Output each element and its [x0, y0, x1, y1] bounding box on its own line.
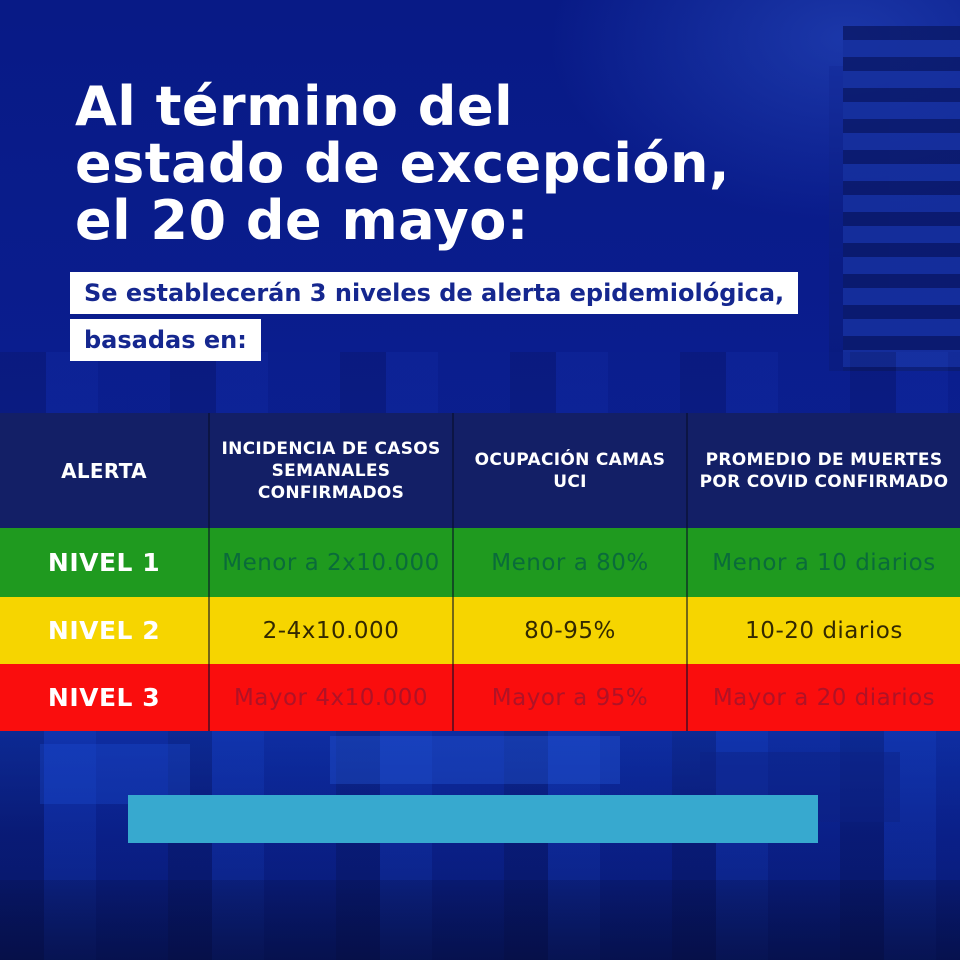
table-row-nivel-1: NIVEL 1 Menor a 2x10.000 Menor a 80% Men…	[0, 528, 960, 597]
column-header-ocupacion-uci: OCUPACIÓN CAMAS UCI	[452, 413, 686, 528]
icu-occupancy-value: Menor a 80%	[452, 528, 686, 597]
level-label: NIVEL 1	[47, 548, 161, 577]
incidence-value: 2-4x10.000	[208, 597, 452, 664]
incidence-value: Menor a 2x10.000	[208, 528, 452, 597]
city-block-graphic	[0, 880, 960, 960]
table-header-row: ALERTA INCIDENCIA DE CASOS SEMANALES CON…	[0, 413, 960, 528]
icu-occupancy-value: Mayor a 95%	[452, 664, 686, 731]
table-row-nivel-3: NIVEL 3 Mayor 4x10.000 Mayor a 95% Mayor…	[0, 664, 960, 731]
deaths-value: Menor a 10 diarios	[686, 528, 960, 597]
subtitle-box-2: basadas en:	[70, 319, 261, 361]
subtitle-box-1: Se establecerán 3 niveles de alerta epid…	[70, 272, 799, 314]
alert-levels-table: ALERTA INCIDENCIA DE CASOS SEMANALES CON…	[0, 413, 960, 731]
page-title-line-1: Al término del	[75, 75, 514, 138]
accent-bar	[128, 795, 818, 843]
deaths-value: 10-20 diarios	[686, 597, 960, 664]
skyline-graphic	[0, 352, 960, 414]
column-header-promedio-muertes: PROMEDIO DE MUERTES POR COVID CONFIRMADO	[686, 413, 960, 528]
level-label: NIVEL 3	[47, 683, 161, 712]
incidence-value: Mayor 4x10.000	[208, 664, 452, 731]
page-title-line-3: el 20 de mayo:	[75, 189, 529, 252]
column-header-incidencia: INCIDENCIA DE CASOS SEMANALES CONFIRMADO…	[208, 413, 452, 528]
city-block-graphic	[40, 744, 190, 804]
city-block-graphic	[330, 736, 620, 784]
deaths-value: Mayor a 20 diarios	[686, 664, 960, 731]
level-label: NIVEL 2	[47, 616, 161, 645]
table-row-nivel-2: NIVEL 2 2-4x10.000 80-95% 10-20 diarios	[0, 597, 960, 664]
page-title: Al término del estado de excepción, el 2…	[75, 78, 730, 249]
column-header-alerta: ALERTA	[61, 458, 147, 483]
icu-occupancy-value: 80-95%	[452, 597, 686, 664]
page-title-line-2: estado de excepción,	[75, 132, 730, 195]
skyscraper-graphic	[829, 26, 960, 371]
